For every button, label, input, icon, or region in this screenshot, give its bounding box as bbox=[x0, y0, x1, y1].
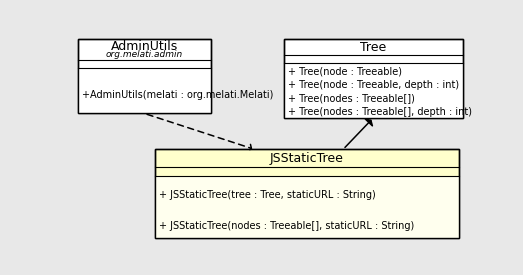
Bar bbox=[154, 176, 459, 238]
Bar bbox=[285, 39, 462, 118]
Bar bbox=[154, 150, 459, 238]
Text: AdminUtils: AdminUtils bbox=[111, 40, 178, 53]
Text: + JSStaticTree(tree : Tree, staticURL : String): + JSStaticTree(tree : Tree, staticURL : … bbox=[158, 190, 376, 200]
Text: + Tree(nodes : Treeable[], depth : int): + Tree(nodes : Treeable[], depth : int) bbox=[288, 107, 472, 117]
Bar bbox=[154, 150, 459, 238]
Text: Tree: Tree bbox=[360, 41, 386, 54]
Text: + JSStaticTree(nodes : Treeable[], staticURL : String): + JSStaticTree(nodes : Treeable[], stati… bbox=[158, 221, 414, 231]
Bar bbox=[285, 39, 462, 118]
Text: JSStaticTree: JSStaticTree bbox=[269, 152, 344, 165]
Bar bbox=[77, 68, 211, 114]
Text: + Tree(node : Treeable, depth : int): + Tree(node : Treeable, depth : int) bbox=[288, 80, 459, 90]
Text: + Tree(nodes : Treeable[]): + Tree(nodes : Treeable[]) bbox=[288, 94, 415, 103]
Bar bbox=[77, 39, 211, 114]
Text: org.melati.admin: org.melati.admin bbox=[106, 50, 183, 59]
Bar bbox=[285, 63, 462, 118]
Text: +AdminUtils(melati : org.melati.Melati): +AdminUtils(melati : org.melati.Melati) bbox=[82, 90, 273, 100]
Text: + Tree(node : Treeable): + Tree(node : Treeable) bbox=[288, 66, 402, 76]
Bar bbox=[77, 39, 211, 114]
